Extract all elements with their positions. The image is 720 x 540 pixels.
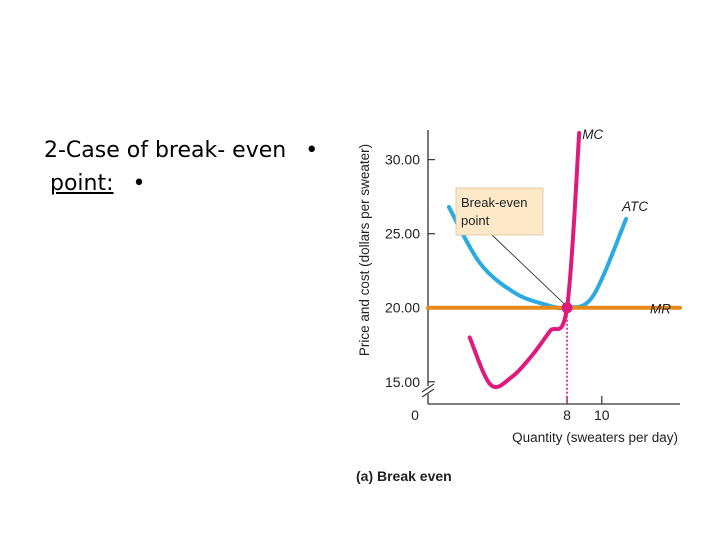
y-tick-label: 30.00 xyxy=(385,152,420,168)
bullet-1: • xyxy=(305,138,319,163)
break-even-point xyxy=(561,302,573,314)
series-label-mr: MR xyxy=(650,302,671,317)
y-tick-label: 20.00 xyxy=(385,300,420,316)
slide-text: 2-Case of break- even • point: • xyxy=(44,134,318,200)
callout-text-line-1: Break-even xyxy=(461,195,527,210)
callout-text-line-2: point xyxy=(461,213,490,228)
x-tick-label: 8 xyxy=(563,407,571,423)
series-line-mc xyxy=(467,131,582,390)
slide-heading-text: 2-Case of break- even xyxy=(44,138,287,163)
axis-break-mark-1 xyxy=(421,383,435,393)
slide-line-1: 2-Case of break- even • xyxy=(44,134,318,167)
slide-point-text: point: xyxy=(50,171,114,196)
origin-label: 0 xyxy=(411,407,419,423)
slide-line-2: point: • xyxy=(44,167,318,200)
callout-leader-line xyxy=(491,234,565,305)
y-axis-title: Price and cost (dollars per sweater) xyxy=(357,144,372,356)
series-label-mc: MC xyxy=(582,127,603,142)
series-label-atc: ATC xyxy=(621,199,648,214)
callout-box xyxy=(455,187,544,236)
x-tick-label: 10 xyxy=(594,407,610,423)
chart-caption: (a) Break even xyxy=(356,468,452,484)
axis-break-mark-2 xyxy=(421,388,435,398)
bullet-2: • xyxy=(132,171,146,196)
series-line-atc xyxy=(446,205,629,311)
y-tick-label: 15.00 xyxy=(385,374,420,390)
y-tick-label: 25.00 xyxy=(385,226,420,242)
x-axis-title: Quantity (sweaters per day) xyxy=(512,430,678,445)
